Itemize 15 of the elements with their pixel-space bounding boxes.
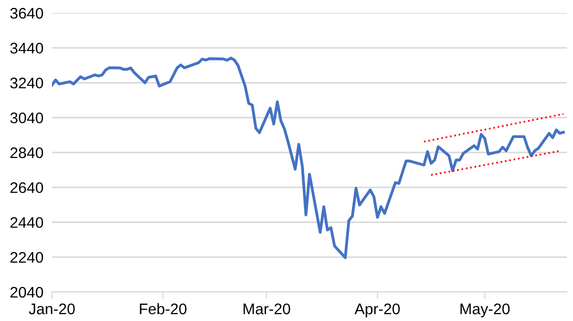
y-tick-label: 2840 (10, 147, 44, 158)
line-series (52, 56, 565, 260)
y-tick-label: 2440 (10, 217, 44, 228)
x-tick-label: Apr-20 (354, 304, 400, 318)
x-tick-label: May-20 (460, 304, 510, 318)
x-tick-label: Jan-20 (28, 304, 75, 314)
y-tick-label: 2040 (10, 286, 44, 298)
y-tick-label: 2640 (10, 182, 44, 194)
x-tick-label: Mar-20 (244, 304, 290, 314)
y-tick-label: 2240 (10, 252, 44, 263)
x-tick-label: Feb-20 (140, 303, 186, 314)
y-tick-label: 3240 (10, 78, 44, 88)
y-tick-label: 3440 (10, 42, 44, 54)
y-tick-label: 3640 (10, 8, 44, 19)
y-tick-label: 3040 (10, 112, 44, 124)
